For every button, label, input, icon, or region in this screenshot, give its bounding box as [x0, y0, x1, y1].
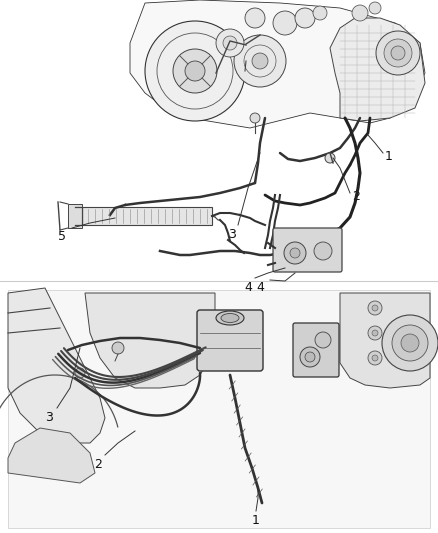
Polygon shape	[130, 0, 425, 128]
Circle shape	[372, 330, 378, 336]
Circle shape	[401, 334, 419, 352]
Circle shape	[313, 6, 327, 20]
Circle shape	[300, 347, 320, 367]
Text: 3: 3	[228, 228, 236, 241]
Text: 4: 4	[256, 281, 264, 294]
Text: 1: 1	[385, 149, 393, 163]
Circle shape	[145, 21, 245, 121]
Circle shape	[112, 342, 124, 354]
Circle shape	[173, 49, 217, 93]
Circle shape	[376, 31, 420, 75]
Bar	[82, 207, 212, 225]
Ellipse shape	[216, 311, 244, 325]
Circle shape	[368, 326, 382, 340]
Polygon shape	[8, 288, 105, 443]
Text: 2: 2	[352, 190, 360, 203]
Circle shape	[372, 305, 378, 311]
Circle shape	[384, 39, 412, 67]
Text: 1: 1	[252, 514, 260, 527]
Circle shape	[252, 53, 268, 69]
Circle shape	[397, 355, 403, 361]
FancyBboxPatch shape	[197, 310, 263, 371]
Circle shape	[392, 325, 428, 361]
Circle shape	[185, 61, 205, 81]
Text: 5: 5	[58, 230, 66, 243]
Circle shape	[352, 5, 368, 21]
FancyBboxPatch shape	[293, 323, 339, 377]
Circle shape	[391, 46, 405, 60]
Circle shape	[216, 29, 244, 57]
Circle shape	[368, 301, 382, 315]
Circle shape	[369, 2, 381, 14]
Circle shape	[234, 35, 286, 87]
Circle shape	[290, 248, 300, 258]
Circle shape	[372, 355, 378, 361]
Ellipse shape	[221, 313, 239, 322]
Text: 2: 2	[94, 458, 102, 471]
Circle shape	[368, 351, 382, 365]
Bar	[68, 204, 82, 228]
Circle shape	[250, 113, 260, 123]
Circle shape	[273, 11, 297, 35]
Circle shape	[315, 332, 331, 348]
Circle shape	[325, 153, 335, 163]
Text: 3: 3	[45, 411, 53, 424]
FancyBboxPatch shape	[273, 228, 342, 272]
Circle shape	[223, 36, 237, 50]
Circle shape	[305, 352, 315, 362]
Circle shape	[314, 242, 332, 260]
Bar	[8, 290, 430, 528]
Circle shape	[295, 8, 315, 28]
Text: 4: 4	[244, 281, 252, 294]
Circle shape	[382, 315, 438, 371]
Polygon shape	[340, 293, 430, 388]
Polygon shape	[85, 293, 215, 388]
Circle shape	[245, 8, 265, 28]
Circle shape	[284, 242, 306, 264]
Polygon shape	[8, 428, 95, 483]
Polygon shape	[330, 18, 425, 121]
Circle shape	[75, 368, 85, 378]
Circle shape	[393, 351, 407, 365]
